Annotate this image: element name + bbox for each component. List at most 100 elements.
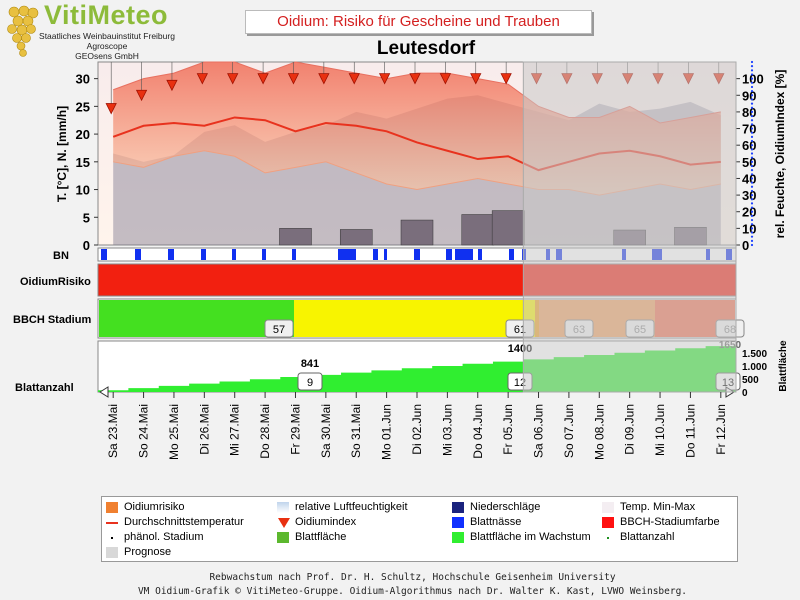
legend-label: Oidiumindex <box>295 516 357 528</box>
right-axis-dot <box>750 177 754 180</box>
right-axis-dot <box>750 73 754 76</box>
leaf-area-tick: 1.500 <box>742 349 767 360</box>
oidium-index-marker <box>409 73 421 85</box>
bbch-yellow-segment <box>294 300 538 337</box>
x-tick-label: Fr 12.Jun <box>714 404 728 455</box>
x-tick-label: Do 04.Jun <box>471 404 485 459</box>
right-tick-label: 0 <box>742 238 749 253</box>
right-axis-dot <box>750 202 754 205</box>
right-tick-label: 80 <box>742 105 756 120</box>
oidium-index-marker <box>166 79 178 92</box>
logo-title: VitiMeteo <box>44 0 169 30</box>
x-tick-label: Mi 27.Mai <box>228 404 242 456</box>
right-axis-dot <box>750 235 754 238</box>
left-tick-label: 15 <box>76 155 90 170</box>
leaf-wetness-segment <box>338 249 356 260</box>
right-axis-dot <box>750 85 754 89</box>
footer-credit-algorithm: VM Oidium-Grafik © VitiMeteo-Gruppe. Oid… <box>137 586 688 597</box>
legend-swatch <box>452 532 464 543</box>
right-axis-dot <box>750 214 754 217</box>
bbch-stage-box <box>264 319 294 338</box>
leaf-wetness-segment <box>135 249 141 260</box>
logo-line-2: Agroscope <box>86 41 128 51</box>
x-tick-label: Fr 05.Jun <box>501 404 515 455</box>
leaf-wetness-segment <box>384 249 387 260</box>
legend-label: Blattfläche <box>295 531 347 543</box>
legend-swatch <box>607 537 609 539</box>
legend-label: Oidiumrisiko <box>124 501 185 513</box>
leaf-area-tick: 1.000 <box>742 362 767 373</box>
x-tick-label: Mi 03.Jun <box>440 404 454 456</box>
right-axis-dot <box>750 119 754 122</box>
right-axis-dot <box>750 173 754 176</box>
right-axis-dot <box>750 181 754 184</box>
legend-swatch <box>111 537 113 539</box>
x-tick-label: Do 28.Mai <box>258 404 272 459</box>
x-tick-label: Do 11.Jun <box>683 404 697 458</box>
x-tick-label: So 07.Jun <box>562 404 576 458</box>
right-axis-dot <box>750 152 754 155</box>
legend-swatch <box>278 518 290 528</box>
left-tick-label: 20 <box>76 127 90 142</box>
right-axis-dot <box>750 218 754 222</box>
left-tick-label: 25 <box>76 99 90 114</box>
leaf-wetness-segment <box>455 249 473 260</box>
x-tick-label: Di 26.Mai <box>197 404 211 455</box>
logo-line-3: GEOsens GmbH <box>75 51 139 61</box>
leaf-wetness-segment <box>478 249 482 260</box>
leaf-wetness-segment <box>168 249 174 260</box>
leaf-wetness-segment <box>446 249 452 260</box>
right-axis-dot <box>750 90 754 93</box>
legend-label: phänol. Stadium <box>124 531 204 543</box>
oidium-index-marker <box>135 89 148 102</box>
risk-label: OidiumRisiko <box>20 276 91 288</box>
right-axis-dot <box>750 94 754 97</box>
leaf-wetness-segment <box>509 249 514 260</box>
right-tick-label: 10 <box>742 221 756 236</box>
x-tick-label: Sa 06.Jun <box>532 404 546 458</box>
right-axis-dot <box>750 227 754 230</box>
right-axis-dot <box>750 210 754 213</box>
leaf-wetness-segment <box>101 249 107 260</box>
right-axis-dot <box>750 135 754 138</box>
leaf-wetness-segment <box>262 249 266 260</box>
x-tick-label: Di 02.Jun <box>410 404 424 455</box>
right-axis-dot <box>750 65 754 68</box>
bbch-green-segment <box>99 300 295 337</box>
legend-label: Temp. Min-Max <box>620 501 696 513</box>
legend-label: Blattnässe <box>470 516 522 528</box>
blatt-label: Blattanzahl <box>15 382 74 394</box>
arrow-left-icon <box>99 386 109 398</box>
right-axis-dot <box>750 144 754 147</box>
right-axis-dot <box>750 69 754 72</box>
right-tick-label: 40 <box>742 171 756 186</box>
right-axis-dot <box>750 106 754 109</box>
right-tick-label: 30 <box>742 188 756 203</box>
left-tick-label: 10 <box>76 183 90 198</box>
legend-swatch <box>106 522 118 524</box>
right-axis-dot <box>750 139 754 143</box>
precip-bar <box>461 214 495 246</box>
right-axis-dot <box>750 148 754 151</box>
right-tick-label: 90 <box>742 88 756 103</box>
leaf-wetness-segment <box>201 249 206 260</box>
right-axis-dot <box>750 243 754 247</box>
legend-label: Prognose <box>124 546 172 558</box>
x-tick-label: Sa 30.Mai <box>319 404 333 458</box>
left-tick-label: 0 <box>83 238 90 253</box>
right-axis-dot <box>750 60 754 64</box>
leaf-wetness-segment <box>292 249 296 260</box>
leaf-wetness-segment <box>414 249 420 260</box>
legend-swatch <box>452 502 464 513</box>
right-axis-label: rel. Feuchte, OidiumIndex [%] <box>773 70 787 239</box>
legend-label: Blattanzahl <box>620 531 675 543</box>
legend-label: BBCH-Stadiumfarbe <box>620 516 720 528</box>
right-axis-dot <box>750 131 754 134</box>
x-tick-label: Sa 23.Mai <box>106 404 120 458</box>
logo: VitiMeteo Staatliches Weinbauinstitut Fr… <box>0 0 200 70</box>
legend-label: Niederschläge <box>470 501 541 513</box>
right-axis-dot <box>750 160 754 163</box>
legend-label: Blattfläche im Wachstum <box>470 531 591 543</box>
legend-label: Durchschnittstemperatur <box>124 516 244 528</box>
legend-swatch <box>277 502 289 513</box>
